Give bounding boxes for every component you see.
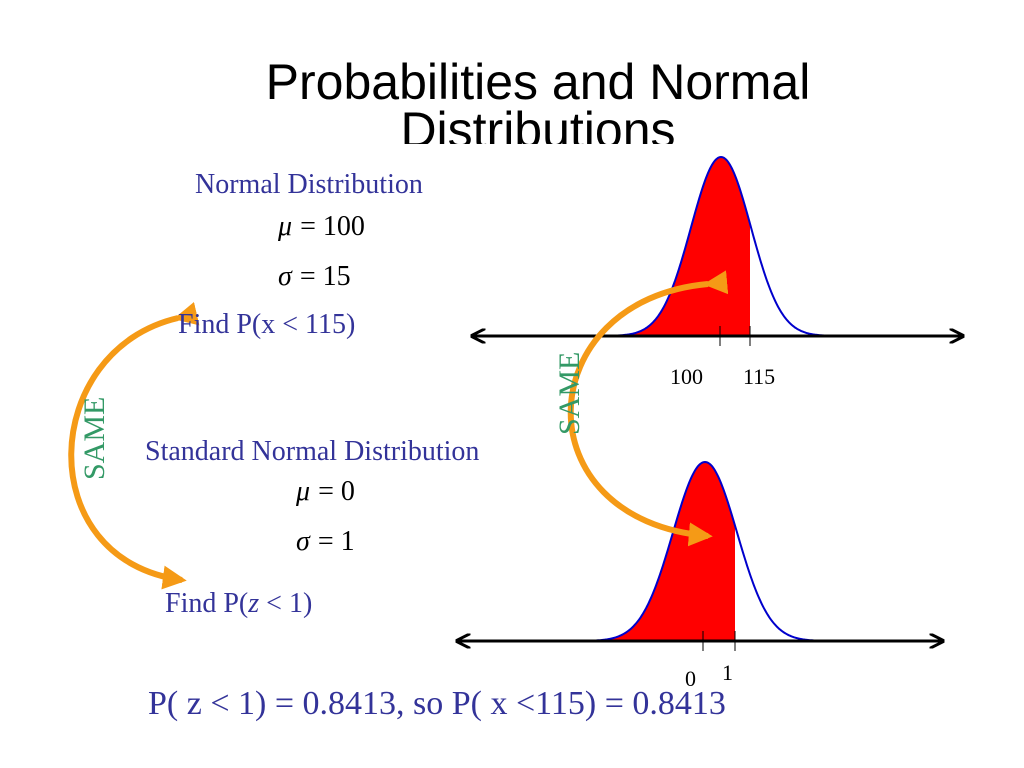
same-label: SAME bbox=[553, 351, 586, 435]
title: Distributions bbox=[400, 106, 676, 144]
symbol: σ bbox=[296, 526, 310, 557]
axis-label: 115 bbox=[743, 364, 776, 389]
heading: Normal Distribution bbox=[195, 169, 423, 200]
title: Probabilities and Normal bbox=[265, 54, 811, 110]
text: < 1) bbox=[259, 588, 313, 619]
formula-rest: = 1 bbox=[317, 526, 355, 557]
formula-rest: = 15 bbox=[299, 261, 351, 292]
formula-rest: = 100 bbox=[300, 211, 365, 242]
curve bbox=[601, 157, 750, 336]
symbol: μ bbox=[296, 476, 311, 507]
axis-label: 1 bbox=[722, 660, 733, 685]
symbol: σ bbox=[278, 261, 292, 292]
symbol: μ bbox=[278, 211, 293, 242]
formula: μ = 0 bbox=[296, 478, 355, 506]
text: Find P( bbox=[165, 588, 249, 619]
same-arrow bbox=[68, 301, 200, 590]
formula: σ = 15 bbox=[278, 263, 351, 291]
question: Find P(z < 1) bbox=[165, 590, 312, 618]
axis-label: 100 bbox=[670, 364, 703, 389]
formula: σ = 1 bbox=[296, 528, 355, 556]
question: Find P(x < 115) bbox=[178, 309, 356, 340]
title-clip: Distributions bbox=[0, 106, 1024, 144]
same-label: SAME bbox=[78, 396, 111, 480]
axis-label: 0 bbox=[685, 666, 696, 691]
same-arrow bbox=[567, 270, 729, 547]
formula-rest: = 0 bbox=[318, 476, 355, 507]
variable: z bbox=[248, 588, 260, 619]
heading: Standard Normal Distribution bbox=[145, 436, 480, 467]
formula: μ = 100 bbox=[278, 213, 365, 241]
conclusion: P( z < 1) = 0.8413, so P( x <115) = 0.84… bbox=[148, 685, 726, 722]
